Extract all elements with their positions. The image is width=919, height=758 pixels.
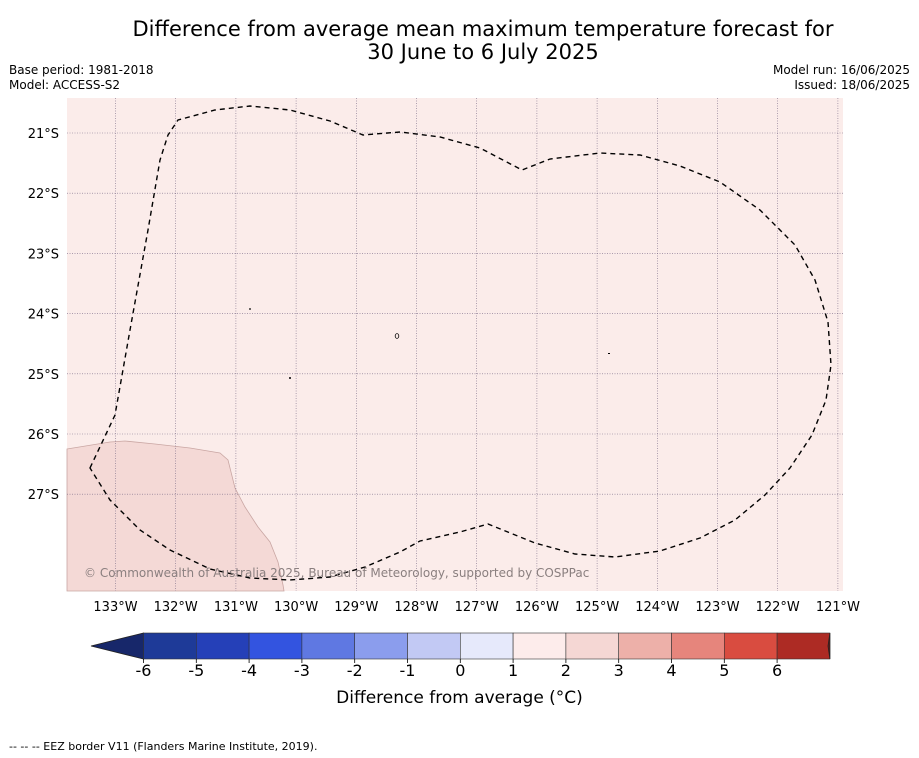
longitude-label: 130°W	[274, 600, 318, 615]
colorbar-bin	[618, 632, 672, 660]
colorbar-bin	[459, 632, 514, 660]
title-line-2: 30 June to 6 July 2025	[367, 40, 599, 64]
longitude-label: 131°W	[214, 600, 258, 615]
latitude-label: 21°S	[28, 127, 59, 142]
island-marker	[608, 353, 610, 354]
model-name: Model: ACCESS-S2	[9, 78, 121, 92]
colorbar-bin	[196, 632, 250, 660]
colorbar-bin	[776, 632, 831, 660]
island-marker	[289, 377, 291, 379]
colorbar-high-extend	[827, 632, 831, 660]
longitude-label: 123°W	[695, 600, 739, 615]
eez-border	[89, 105, 832, 581]
title-line-1: Difference from average mean maximum tem…	[132, 17, 834, 41]
longitude-label: 128°W	[394, 600, 438, 615]
map-title: Difference from average mean maximum tem…	[0, 18, 919, 64]
longitude-label: 121°W	[816, 600, 860, 615]
colorbar-tick-label: -4	[241, 661, 257, 680]
colorbar-tick-label: 0	[455, 661, 465, 680]
longitude-label: 124°W	[635, 600, 679, 615]
colorbar-tick-label: -1	[400, 661, 416, 680]
eez-footnote: -- -- -- EEZ border V11 (Flanders Marine…	[9, 740, 318, 753]
colorbar-tick-label: -3	[294, 661, 310, 680]
base-period: Base period: 1981-2018	[9, 63, 154, 77]
longitude-label: 129°W	[334, 600, 378, 615]
colorbar-tick-label: 4	[666, 661, 676, 680]
colorbar-bin	[512, 632, 567, 660]
colorbar-tick-label: 1	[508, 661, 518, 680]
colorbar-tick-label: -6	[136, 661, 152, 680]
model-run: Model run: 16/06/2025	[772, 63, 910, 77]
colorbar-bin	[671, 632, 725, 660]
longitude-label: 126°W	[515, 600, 559, 615]
meta-right: Model run: 16/06/2025 Issued: 18/06/2025	[773, 63, 910, 93]
colorbar-tick-label: -5	[188, 661, 204, 680]
latitude-label: 27°S	[28, 488, 59, 503]
colorbar-bin	[143, 632, 197, 660]
colorbar-low-extend	[90, 632, 144, 660]
copyright-notice: © Commonwealth of Australia 2025, Bureau…	[84, 566, 589, 580]
issued-date: Issued: 18/06/2025	[794, 78, 910, 92]
longitude-labels: 133°W 132°W 131°W 130°W 129°W 128°W 127°W 126°W…	[93, 600, 860, 615]
colorbar: -6 -5 -4 -3 -2 -1 0 1 2 3 4 5 6	[90, 632, 831, 680]
latitude-label: 22°S	[28, 187, 59, 202]
colorbar-bin	[407, 632, 461, 660]
latitude-label: 25°S	[28, 368, 59, 383]
latitude-label: 23°S	[28, 247, 59, 262]
latitude-labels: 21°S 22°S 23°S 24°S 25°S 26°S 27°S	[28, 127, 59, 503]
longitude-label: 125°W	[575, 600, 619, 615]
colorbar-label: Difference from average (°C)	[336, 688, 583, 708]
colorbar-bin	[723, 632, 778, 660]
colorbar-bin	[248, 632, 303, 660]
colorbar-tick-label: 5	[719, 661, 729, 680]
colorbar-tick-label: -2	[347, 661, 363, 680]
colorbar-bin	[301, 632, 355, 660]
latitude-label: 26°S	[28, 428, 59, 443]
graticule	[67, 98, 843, 591]
colorbar-tick-label: 2	[561, 661, 571, 680]
latitude-label: 24°S	[28, 308, 59, 323]
island-marker	[249, 308, 251, 310]
longitude-label: 127°W	[455, 600, 499, 615]
colorbar-bin	[565, 632, 620, 660]
longitude-label: 122°W	[756, 600, 800, 615]
island-marker	[394, 333, 400, 339]
colorbar-tick-label: 6	[772, 661, 782, 680]
colorbar-bin	[354, 632, 408, 660]
meta-left: Base period: 1981-2018 Model: ACCESS-S2	[9, 63, 154, 93]
colorbar-tick-label: 3	[614, 661, 624, 680]
longitude-label: 133°W	[93, 600, 137, 615]
longitude-label: 132°W	[154, 600, 198, 615]
